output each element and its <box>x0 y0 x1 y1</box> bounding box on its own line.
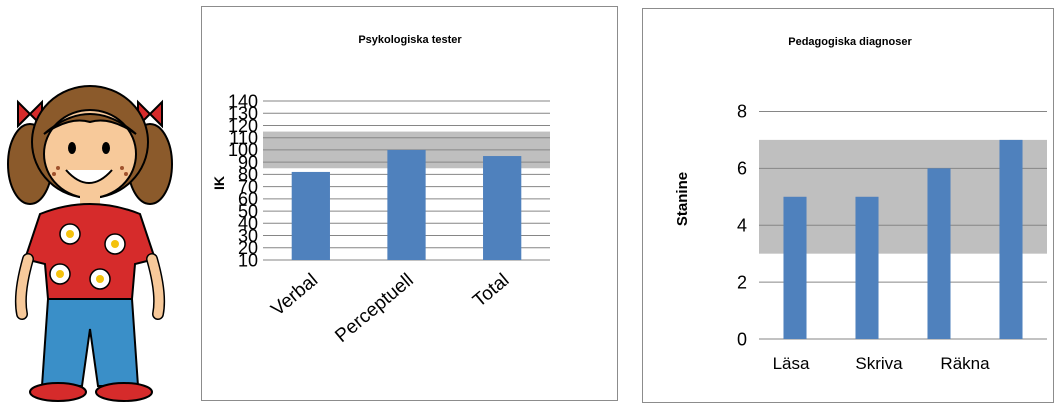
chart2-bar-läsa <box>783 196 807 339</box>
chart2-xtick-label: Räkna <box>940 354 990 373</box>
chart2-ytick-label: 4 <box>737 216 747 236</box>
chart2-bar-räkna <box>927 168 951 339</box>
girl-illustration <box>7 85 173 402</box>
chart2-xtick-label: Läsa <box>773 354 810 373</box>
chart1-ytick-label: 60 <box>238 189 258 209</box>
chart2-bar-skriva <box>855 196 879 339</box>
chart1-ytick-label: 120 <box>228 116 258 136</box>
chart2-bar-4 <box>999 139 1023 339</box>
chart1-bar-perceptuell <box>387 149 426 260</box>
chart-psykologiska-tester: Psykologiska tester IK 10 20 30 40 50 60 70 80 9… <box>201 6 618 401</box>
chart1-xtick-label: Total <box>469 270 513 312</box>
chart2-ytick-label: 0 <box>737 329 747 349</box>
chart1-ytick-label: 130 <box>228 104 258 124</box>
chart1-ytick-label: 10 <box>238 250 258 270</box>
chart1-ytick-label: 50 <box>238 201 258 221</box>
chart2-title: Pedagogiska diagnoser <box>788 36 912 48</box>
chart1-ytick-label: 90 <box>238 152 258 172</box>
chart1-title: Psykologiska tester <box>358 34 462 46</box>
chart1-bar-total <box>483 156 522 260</box>
chart1-bar-verbal <box>291 171 330 260</box>
chart1-ylabel: IK <box>211 176 227 190</box>
chart1-ytick-label: 110 <box>229 128 258 148</box>
chart1-xtick-label: Verbal <box>267 270 322 321</box>
chart-pedagogiska-diagnoser-svg: Pedagogiska diagnoser Stanine 0 2 4 6 8 Läsa… <box>674 36 1047 373</box>
chart1-ytick-label: 80 <box>238 165 258 185</box>
chart1-ytick-label: 100 <box>228 140 258 160</box>
chart1-ytick-label: 140 <box>228 91 258 111</box>
chart2-ytick-label: 6 <box>737 159 747 179</box>
chart1-ytick-label: 70 <box>238 177 258 197</box>
chart1-ytick-label: 20 <box>238 238 258 258</box>
chart2-ylabel: Stanine <box>674 172 691 226</box>
chart1-ytick-label: 40 <box>238 214 258 234</box>
chart1-ytick-label: 30 <box>238 226 258 246</box>
chart-pedagogiska-diagnoser: Pedagogiska diagnoser Stanine 0 2 4 6 8 Läsa… <box>642 8 1054 403</box>
chart2-normal-band <box>759 139 1047 254</box>
chart2-ytick-label: 8 <box>737 102 747 122</box>
chart2-xtick-label: Skriva <box>855 354 903 373</box>
chart2-ytick-label: 2 <box>737 272 747 292</box>
chart1-xtick-label: Perceptuell <box>331 270 417 347</box>
chart-psykologiska-tester-svg: Psykologiska tester IK 10203040506070809… <box>211 34 550 347</box>
